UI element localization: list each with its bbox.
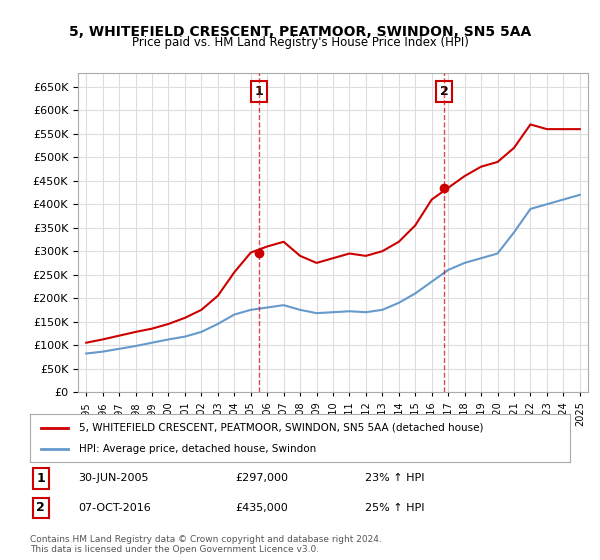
Text: 25% ↑ HPI: 25% ↑ HPI (365, 503, 424, 513)
Text: Price paid vs. HM Land Registry's House Price Index (HPI): Price paid vs. HM Land Registry's House … (131, 36, 469, 49)
Text: Contains HM Land Registry data © Crown copyright and database right 2024.
This d: Contains HM Land Registry data © Crown c… (30, 535, 382, 554)
Text: 1: 1 (37, 472, 45, 485)
Text: 5, WHITEFIELD CRESCENT, PEATMOOR, SWINDON, SN5 5AA: 5, WHITEFIELD CRESCENT, PEATMOOR, SWINDO… (69, 25, 531, 39)
Text: 2: 2 (440, 85, 448, 98)
Text: 5, WHITEFIELD CRESCENT, PEATMOOR, SWINDON, SN5 5AA (detached house): 5, WHITEFIELD CRESCENT, PEATMOOR, SWINDO… (79, 423, 483, 433)
Text: £297,000: £297,000 (235, 473, 288, 483)
Text: 30-JUN-2005: 30-JUN-2005 (79, 473, 149, 483)
Text: 2: 2 (37, 501, 45, 515)
Text: 07-OCT-2016: 07-OCT-2016 (79, 503, 151, 513)
Text: 1: 1 (254, 85, 263, 98)
Text: £435,000: £435,000 (235, 503, 288, 513)
Text: 23% ↑ HPI: 23% ↑ HPI (365, 473, 424, 483)
Text: HPI: Average price, detached house, Swindon: HPI: Average price, detached house, Swin… (79, 444, 316, 454)
